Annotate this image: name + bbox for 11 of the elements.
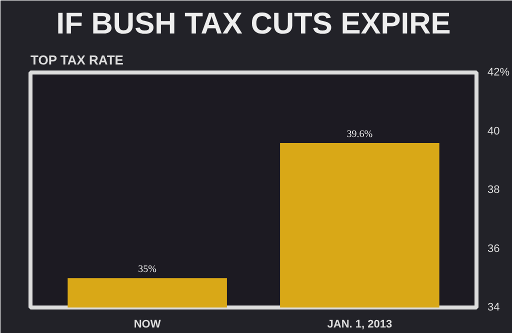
x-tick-label: NOW [134, 318, 162, 330]
y-tick-label: 42% [488, 66, 510, 78]
x-tick-label: JAN. 1, 2013 [327, 318, 392, 330]
chart-title: IF BUSH TAX CUTS EXPIRE [56, 8, 451, 40]
data-label: 35% [138, 264, 156, 276]
y-tick-label: 36 [488, 242, 500, 255]
y-tick-label: 38 [488, 184, 500, 196]
chart-subtitle: TOP TAX RATE [30, 52, 124, 68]
y-tick-label: 34 [488, 302, 500, 314]
y-tick-label: 40 [488, 125, 500, 138]
data-label: 39.6% [346, 129, 373, 140]
